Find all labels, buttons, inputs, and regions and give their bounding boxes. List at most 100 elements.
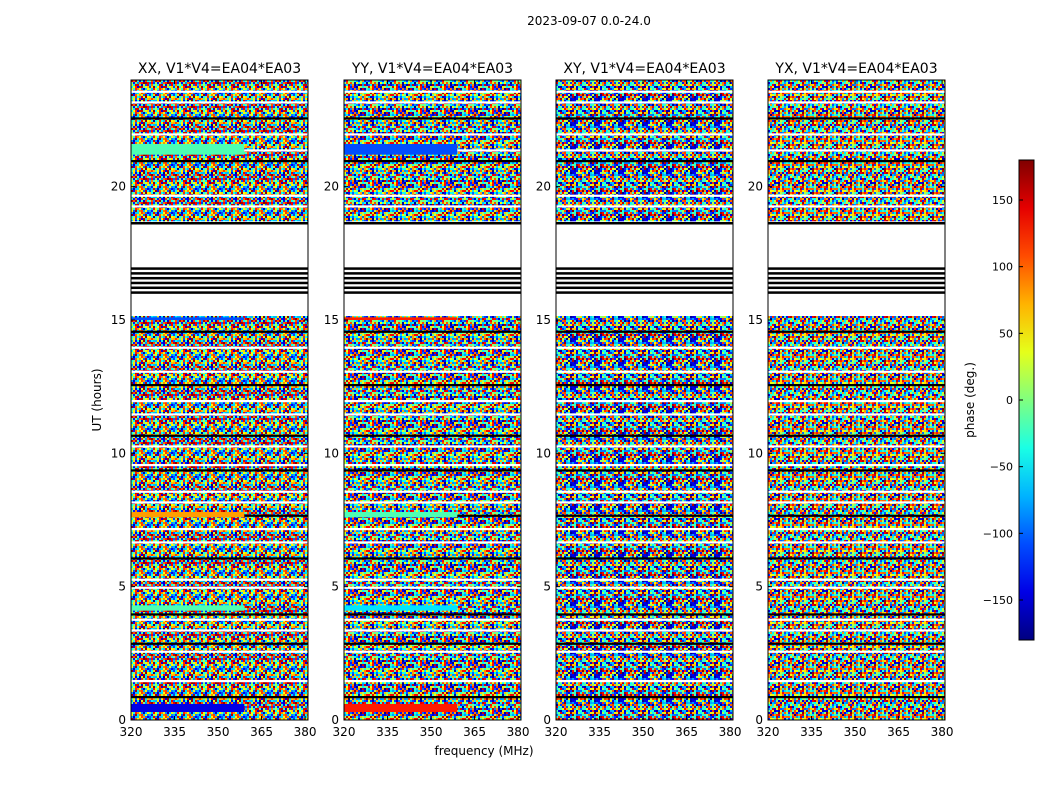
flag-stripe [344, 578, 521, 581]
x-tick-label: 380 [294, 725, 317, 739]
flag-stripe [131, 133, 308, 136]
flag-stripe [556, 346, 733, 349]
flag-stripe [768, 613, 945, 616]
flag-stripe [131, 541, 308, 544]
flag-stripe [556, 464, 733, 467]
panel-title: YX, V1*V4=EA04*EA03 [774, 61, 937, 77]
panel-xy: XY, V1*V4=EA04*EA03 320 335 350 365 380 0 5 10 15… [536, 61, 742, 739]
colorbar: −150 −100 −50 0 50 100 150 [983, 159, 1035, 641]
axes-frame [767, 79, 946, 721]
flag-stripe [556, 445, 733, 448]
coherent-phase-strip [344, 512, 458, 518]
flag-stripe [768, 541, 945, 544]
x-tick-label: 335 [800, 725, 823, 739]
flag-stripe [556, 413, 733, 416]
flagged-band [768, 281, 945, 285]
panel-yy: YY, V1*V4=EA04*EA03 320 335 350 365 380 0 5 10 15… [324, 61, 530, 739]
flag-stripe [344, 642, 521, 645]
x-tick-label: 335 [163, 725, 186, 739]
y-tick-label: 5 [118, 580, 126, 594]
flag-stripe [344, 501, 521, 504]
phase-data-lower [344, 316, 521, 720]
flag-stripe [768, 696, 945, 699]
flag-stripe [344, 541, 521, 544]
flag-stripe [556, 490, 733, 493]
y-tick-label: 20 [111, 180, 126, 194]
flag-stripe [344, 650, 521, 653]
x-tick-label: 365 [250, 725, 273, 739]
flag-stripe [768, 680, 945, 683]
flag-stripe [556, 370, 733, 373]
flagged-band [131, 267, 308, 270]
flag-stripe [768, 149, 945, 152]
flag-stripe [344, 117, 521, 120]
panel-title: XY, V1*V4=EA04*EA03 [563, 61, 725, 77]
flag-stripe [556, 117, 733, 120]
coherent-phase-strip [131, 605, 245, 611]
flag-stripe [344, 469, 521, 472]
flag-stripe [131, 586, 308, 589]
flag-stripe [556, 618, 733, 621]
y-tick-label: 15 [748, 313, 763, 327]
flag-stripe [344, 586, 521, 589]
flag-stripe [768, 490, 945, 493]
panel-title: XX, V1*V4=EA04*EA03 [138, 61, 301, 77]
flag-stripe [344, 464, 521, 467]
x-tick-label: 380 [507, 725, 530, 739]
flag-stripe [344, 434, 521, 437]
axes-frame [130, 79, 309, 721]
flag-stripe [344, 346, 521, 349]
flag-stripe [131, 413, 308, 416]
flag-stripe [556, 680, 733, 683]
y-tick-label: 0 [331, 713, 339, 727]
flag-stripe [131, 346, 308, 349]
flag-stripe [131, 205, 308, 208]
flag-stripe [344, 160, 521, 163]
flag-stripe [556, 205, 733, 208]
y-tick-label: 10 [536, 446, 551, 460]
y-tick-label: 15 [111, 313, 126, 327]
flag-stripe [768, 528, 945, 531]
flag-stripe [344, 613, 521, 616]
flagged-band [768, 222, 945, 225]
flagged-band [131, 272, 308, 275]
colorbar-tick-label: −100 [983, 527, 1013, 540]
flag-stripe [131, 464, 308, 467]
coherent-phase-strip [131, 144, 245, 155]
flagged-band [768, 291, 945, 294]
y-tick-label: 5 [331, 580, 339, 594]
colorbar-tick-label: 50 [999, 327, 1013, 340]
axes-frame [555, 79, 734, 721]
flagged-band [131, 291, 308, 294]
flag-stripe [768, 650, 945, 653]
flag-stripe [768, 101, 945, 104]
flag-stripe [344, 194, 521, 197]
flagged-band [344, 272, 521, 275]
flag-stripe [768, 384, 945, 387]
flag-stripe [768, 434, 945, 437]
flag-stripe [131, 469, 308, 472]
flag-stripe [768, 642, 945, 645]
flagged-band [344, 281, 521, 285]
flag-stripe [344, 696, 521, 699]
flag-stripe [768, 469, 945, 472]
x-tick-label: 350 [207, 725, 230, 739]
phase-data-lower [131, 316, 308, 720]
flag-stripe [556, 330, 733, 333]
colorbar-tick-label: −150 [983, 594, 1013, 607]
x-tick-label: 320 [757, 725, 780, 739]
flag-stripe [556, 514, 733, 517]
flag-stripe [768, 629, 945, 632]
y-tick-label: 10 [324, 446, 339, 460]
flag-stripe [131, 578, 308, 581]
x-tick-label: 365 [675, 725, 698, 739]
coherent-phase-strip [344, 144, 458, 155]
flagged-band [131, 286, 308, 290]
flagged-band [556, 272, 733, 275]
flag-stripe [556, 434, 733, 437]
flag-stripe [344, 618, 521, 621]
x-tick-label: 380 [719, 725, 742, 739]
flag-stripe [556, 650, 733, 653]
flagged-band [344, 286, 521, 290]
flag-stripe [768, 205, 945, 208]
